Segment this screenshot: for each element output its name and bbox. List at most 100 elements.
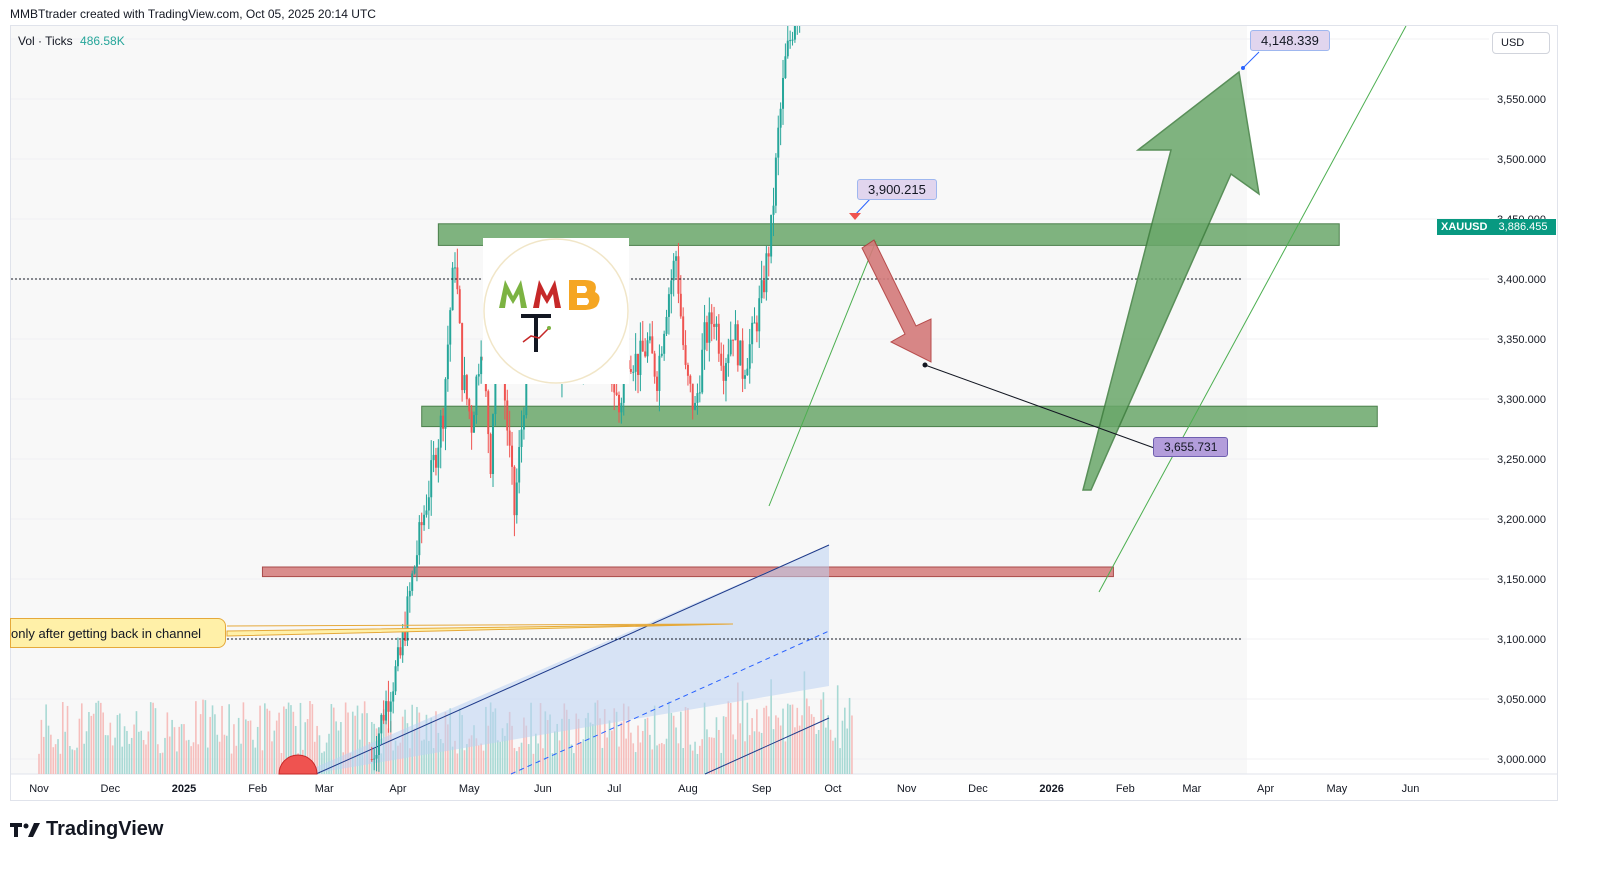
green-zone [437, 223, 1340, 246]
volume-bar [791, 704, 794, 774]
candle-body [724, 363, 727, 381]
zone-layer [261, 223, 1378, 578]
volume-bar [316, 725, 318, 774]
volume-bar [50, 734, 52, 774]
candle-body [632, 371, 635, 373]
volume-bar [744, 741, 746, 774]
volume-bar [670, 712, 673, 774]
candle-body [444, 379, 447, 429]
right-background [1247, 26, 1489, 774]
volume-bar [225, 735, 228, 774]
volume-bar [204, 700, 207, 774]
volume-bar [237, 717, 240, 774]
volume-bar [271, 741, 273, 774]
volume-bar [306, 719, 309, 774]
volume-bar [775, 715, 777, 774]
channel-upper-line [315, 544, 830, 775]
volume-bar [228, 704, 230, 774]
candle-body [675, 256, 678, 261]
volume-bar [689, 744, 692, 774]
volume-bar [696, 753, 699, 774]
volume-bar [739, 723, 742, 774]
volume-bar [275, 720, 278, 774]
low-target-price-tag[interactable]: 3,655.731 [1153, 437, 1229, 457]
candle-body [791, 39, 794, 41]
volume-bar [656, 745, 658, 774]
price-tick-label: 3,000.000 [1497, 754, 1546, 766]
time-tick-label: Mar [315, 783, 334, 795]
volume-bar [59, 753, 62, 774]
candle-body [408, 590, 411, 597]
volume-bar [580, 741, 582, 774]
candle-body [639, 340, 642, 375]
target-price-tag[interactable]: 4,148.339 [1250, 30, 1330, 51]
volume-bar [442, 743, 444, 774]
volume-bar [841, 720, 844, 774]
logo-b [569, 280, 600, 310]
volume-bar [178, 726, 181, 774]
arrow-layer [849, 51, 1261, 491]
volume-bar [825, 727, 827, 774]
volume-bar [66, 705, 69, 774]
volume-bar [672, 715, 675, 774]
note-callout[interactable]: only after getting back in channel [10, 618, 226, 648]
currency-button[interactable]: USD [1492, 32, 1550, 54]
candle-body [622, 378, 625, 403]
note-line [226, 623, 734, 627]
candle-body [677, 256, 680, 294]
green-zone [421, 405, 1378, 428]
candle-body [473, 415, 475, 433]
candle-body [701, 349, 704, 393]
volume-layer [38, 671, 853, 774]
candle-body [492, 414, 495, 475]
volume-bar [199, 714, 202, 774]
candle-body [679, 293, 682, 317]
volume-bar [734, 739, 737, 774]
volume-bar [751, 718, 753, 774]
volume-bar [40, 719, 43, 774]
volume-bar [268, 710, 271, 774]
volume-bar [594, 702, 597, 774]
candle-body [717, 323, 720, 354]
candle-body [767, 253, 770, 257]
chart-area[interactable]: 4,150.0004,100.0004,050.0004,000.0003,95… [10, 25, 1558, 801]
volume-bar [216, 734, 219, 774]
tradingview-footer[interactable]: TradingView [10, 818, 163, 841]
volume-bar [658, 743, 661, 774]
candle-body [468, 399, 471, 412]
volume-bar [606, 737, 608, 774]
volume-bar [221, 705, 223, 774]
high-price-tag[interactable]: 3,900.215 [857, 179, 937, 200]
volume-bar [273, 730, 276, 774]
volume-bar [687, 708, 689, 774]
volume-bar [554, 731, 556, 774]
candle-body [689, 375, 692, 384]
volume-bar [90, 715, 93, 774]
volume-bar [420, 740, 423, 774]
time-tick-label: 2026 [1039, 783, 1063, 795]
volume-bar [264, 703, 266, 774]
candle-body [779, 108, 782, 128]
up-arrow [1082, 70, 1261, 491]
volume-bar [38, 753, 40, 774]
volume-bar [701, 739, 703, 774]
volume-bar [527, 744, 530, 774]
candle-body [751, 322, 754, 345]
price-chart[interactable]: 4,150.0004,100.0004,050.0004,000.0003,95… [11, 26, 1558, 801]
candle-body [777, 127, 780, 158]
candle-body [637, 353, 640, 375]
volume-bar [366, 713, 368, 774]
volume-bar [508, 711, 511, 774]
volume-legend[interactable]: Vol · Ticks 486.58K [18, 34, 125, 48]
candle-body [377, 733, 380, 755]
volume-bar [817, 730, 820, 774]
volume-bar [756, 709, 758, 774]
candle-body [715, 323, 718, 327]
volume-bar [180, 724, 183, 774]
candle-body [713, 324, 716, 327]
candle-body [613, 384, 616, 393]
candle-body [520, 429, 523, 447]
volume-bar [145, 744, 147, 774]
candle-body [760, 280, 763, 299]
candle-body [465, 375, 468, 400]
